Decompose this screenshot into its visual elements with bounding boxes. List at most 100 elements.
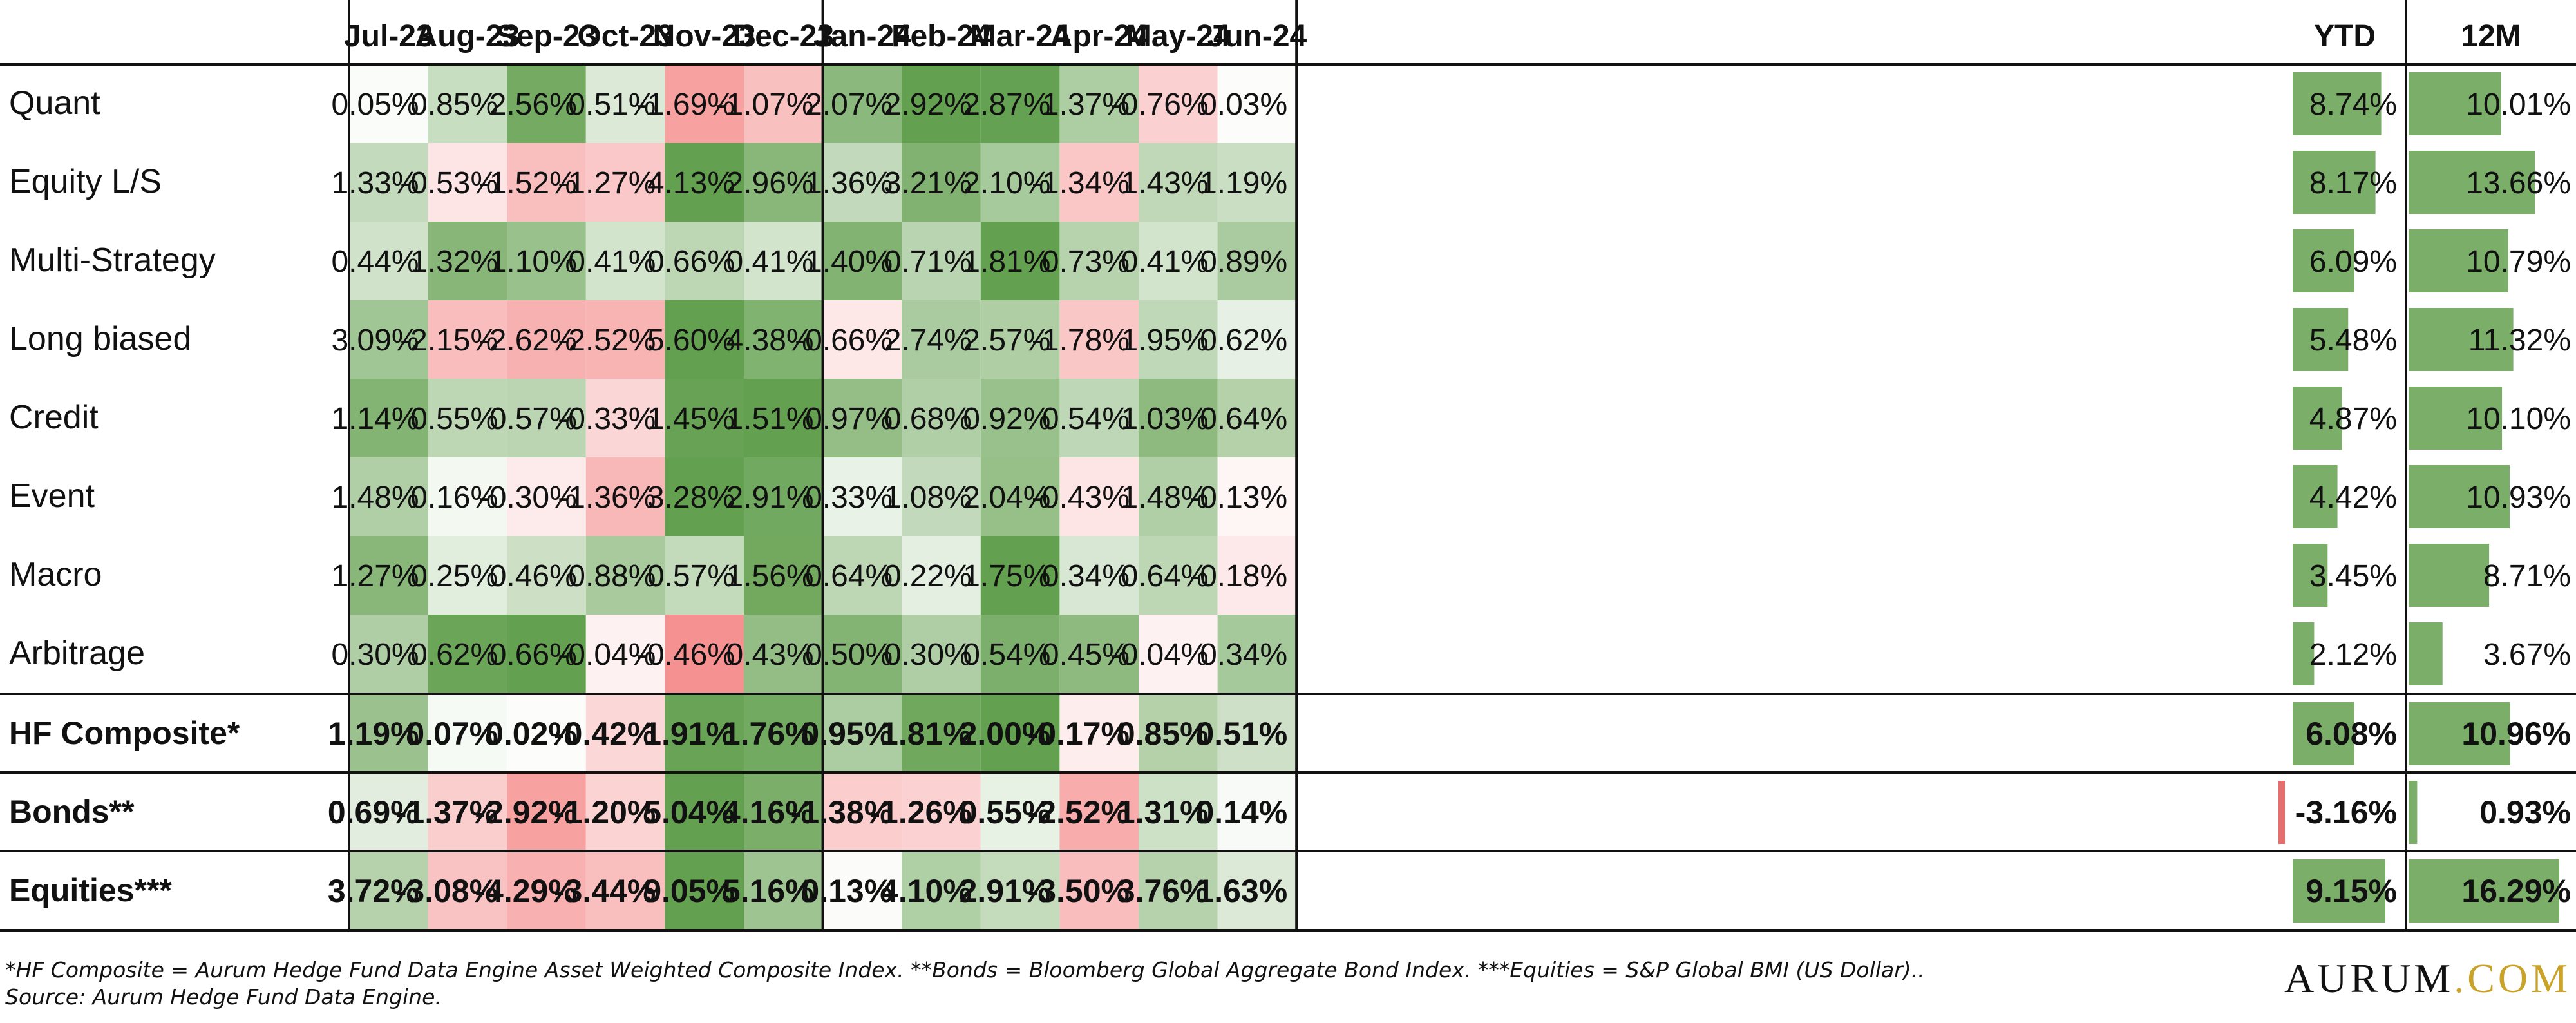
heat-cell-value: 0.68%	[884, 402, 972, 436]
heat-cell	[428, 615, 507, 693]
heat-cell	[1217, 222, 1297, 300]
ytd-value: 6.08%	[2306, 716, 2397, 752]
heat-cell	[822, 64, 902, 143]
heat-cell	[1139, 615, 1218, 693]
heat-cell-value: 5.60%	[647, 323, 735, 358]
heat-cell	[585, 64, 665, 143]
heat-cell	[744, 64, 823, 143]
heat-cell	[902, 64, 981, 143]
heat-cell-value: -1.34%	[1032, 166, 1130, 200]
heat-cell	[507, 300, 586, 379]
row-label: Equities***	[9, 872, 172, 908]
heat-cell-value: 1.43%	[1121, 166, 1208, 200]
heat-cell	[1139, 222, 1218, 300]
heat-cell-value: 1.31%	[1117, 794, 1209, 830]
heat-cell-value: -3.50%	[1028, 873, 1130, 909]
heat-cell	[428, 536, 507, 615]
heat-cell	[507, 694, 586, 773]
heat-cell	[902, 773, 981, 852]
ytd-value: 4.87%	[2309, 402, 2397, 436]
column-header: Nov-23	[653, 19, 756, 53]
heat-cell	[980, 536, 1060, 615]
ytd-bar	[2293, 859, 2385, 923]
heat-cell	[1139, 300, 1218, 379]
table-row: HF Composite* 1.19%0.07%0.02%-0.42%1.91%1…	[9, 694, 2571, 773]
row-label: Equity L/S	[9, 163, 162, 200]
heat-cell-value: -0.46%	[637, 638, 735, 672]
m12-value: 11.32%	[2468, 323, 2571, 358]
heat-cell-value: 1.37%	[1042, 88, 1130, 122]
heat-cell	[1139, 694, 1218, 773]
heat-cell-value: 1.63%	[1196, 873, 1287, 909]
row-label: HF Composite*	[9, 715, 240, 751]
heat-cell	[902, 300, 981, 379]
heat-cell-value: -3.08%	[396, 873, 498, 909]
heat-cell	[822, 615, 902, 693]
heat-cell	[349, 457, 428, 536]
heat-cell-value: 3.09%	[331, 323, 419, 358]
heat-cell	[902, 536, 981, 615]
ytd-bar	[2293, 622, 2315, 685]
heat-cell	[1059, 457, 1139, 536]
heat-cell	[428, 457, 507, 536]
heat-cell-value: 0.54%	[963, 638, 1050, 672]
heat-cell-value: 2.87%	[963, 88, 1050, 122]
heat-cell	[980, 222, 1060, 300]
heat-cell-value: 1.14%	[331, 402, 419, 436]
m12-bar	[2409, 308, 2514, 371]
heat-cell	[1217, 536, 1297, 615]
heat-cell	[428, 852, 507, 930]
heat-cell-value: 1.81%	[963, 245, 1050, 279]
heat-cell	[665, 457, 744, 536]
heat-cell	[665, 773, 744, 852]
heat-cell	[902, 222, 981, 300]
table-row: Multi-Strategy 0.44%1.32%1.10%0.41%0.66%0…	[9, 222, 2571, 300]
heat-cell	[822, 773, 902, 852]
heat-cell-value: 4.10%	[880, 873, 972, 909]
column-header: Sep-23	[496, 19, 597, 53]
heat-cell	[665, 615, 744, 693]
heat-cell-value: 2.91%	[726, 481, 813, 515]
heat-cell	[507, 615, 586, 693]
heat-cell	[507, 222, 586, 300]
row-label: Arbitrage	[9, 635, 145, 672]
heatmap-svg: Jul-23Aug-23Sep-23Oct-23Nov-23Dec-23Jan-…	[0, 0, 2576, 932]
heat-cell-value: 1.48%	[1121, 481, 1208, 515]
heat-cell-value: 1.10%	[489, 245, 577, 279]
heat-cell	[665, 852, 744, 930]
m12-value: 10.79%	[2466, 245, 2571, 279]
heat-cell	[1139, 143, 1218, 222]
heat-cell-value: 0.71%	[884, 245, 972, 279]
heat-cell-value: 0.95%	[801, 716, 893, 752]
heat-cell	[585, 852, 665, 930]
ytd-bar	[2293, 229, 2354, 292]
heat-cell-value: 0.41%	[1121, 245, 1208, 279]
heat-cell	[428, 379, 507, 457]
heat-cell-value: -1.07%	[716, 88, 814, 122]
heat-cell	[744, 379, 823, 457]
row-label: Quant	[9, 84, 100, 122]
heat-cell-value: 3.28%	[647, 481, 735, 515]
heat-cell	[585, 457, 665, 536]
ytd-value: 5.48%	[2309, 323, 2397, 358]
heat-cell-value: 2.91%	[960, 873, 1051, 909]
heat-cell-value: 0.22%	[884, 559, 972, 593]
heat-cell-value: 5.16%	[723, 873, 814, 909]
heat-cell	[428, 222, 507, 300]
heat-cell-value: 1.40%	[805, 245, 893, 279]
heat-cell-value: -0.43%	[1032, 481, 1130, 515]
heat-cell-value: 0.25%	[410, 559, 498, 593]
heat-cell-value: 1.45%	[647, 402, 735, 436]
ytd-bar	[2293, 465, 2338, 528]
heat-cell	[902, 379, 981, 457]
heat-cell-value: 3.76%	[1117, 873, 1209, 909]
heat-cell-value: -0.17%	[1028, 716, 1130, 752]
heat-cell	[1217, 852, 1297, 930]
heat-cell	[665, 143, 744, 222]
heat-cell-value: -0.42%	[554, 716, 656, 752]
heat-cell	[665, 379, 744, 457]
heat-cell-value: 1.19%	[1200, 166, 1287, 200]
heat-cell-value: 2.00%	[960, 716, 1051, 752]
heat-cell-value: 1.36%	[805, 166, 893, 200]
